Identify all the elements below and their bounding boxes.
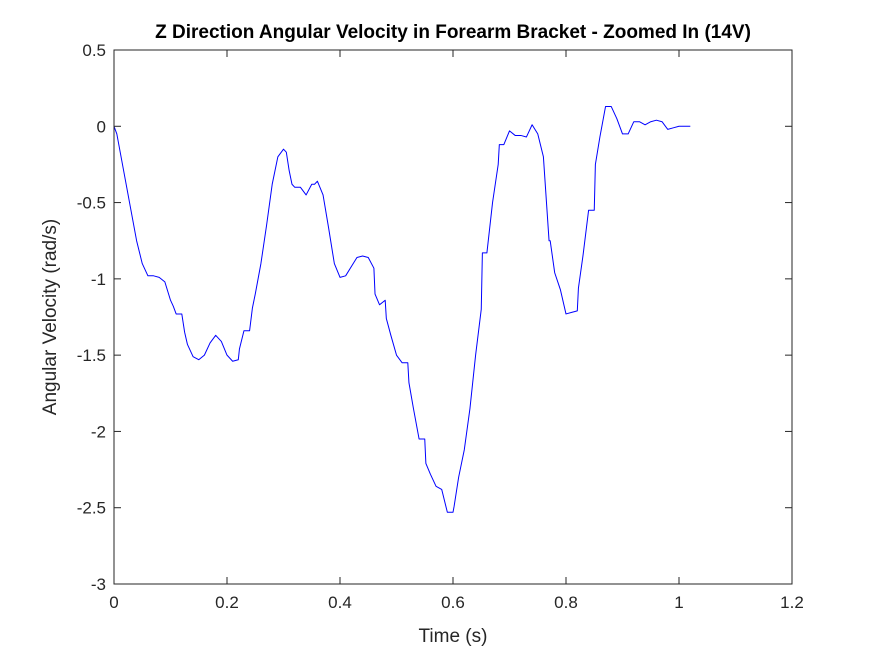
labels-layer: 0 0.2 0.4 0.6 0.8 1 1.2 0.5 0 -0.5 -1 -1.5 -2 -2.5 -3 <box>77 41 804 612</box>
y-tick-label: 0 <box>97 117 106 136</box>
y-tick-label: 0.5 <box>82 41 106 60</box>
plot-area <box>114 50 792 584</box>
axes-box <box>113 49 793 585</box>
y-tick-label: -0.5 <box>77 194 106 213</box>
x-tick-label: 1 <box>674 593 683 612</box>
y-tick-label: -2 <box>91 422 106 441</box>
series-line <box>113 105 691 513</box>
x-tick-label: 0.8 <box>554 593 578 612</box>
y-tick-label: -1.5 <box>77 346 106 365</box>
x-tick-label: 0.2 <box>215 593 239 612</box>
x-tick-label: 1.2 <box>780 593 804 612</box>
x-tick-label: 0.6 <box>441 593 465 612</box>
y-axis-title: Angular Velocity (rad/s) <box>40 219 61 415</box>
x-tick-label: 0.4 <box>328 593 352 612</box>
series-layer <box>113 105 691 513</box>
y-tick-label: -1 <box>91 270 106 289</box>
chart-title: Z Direction Angular Velocity in Forearm … <box>155 22 751 43</box>
x-axis-title: Time (s) <box>419 626 488 647</box>
y-tick-label: -2.5 <box>77 499 106 518</box>
y-tick-label: -3 <box>91 575 106 594</box>
x-tick-label: 0 <box>109 593 118 612</box>
